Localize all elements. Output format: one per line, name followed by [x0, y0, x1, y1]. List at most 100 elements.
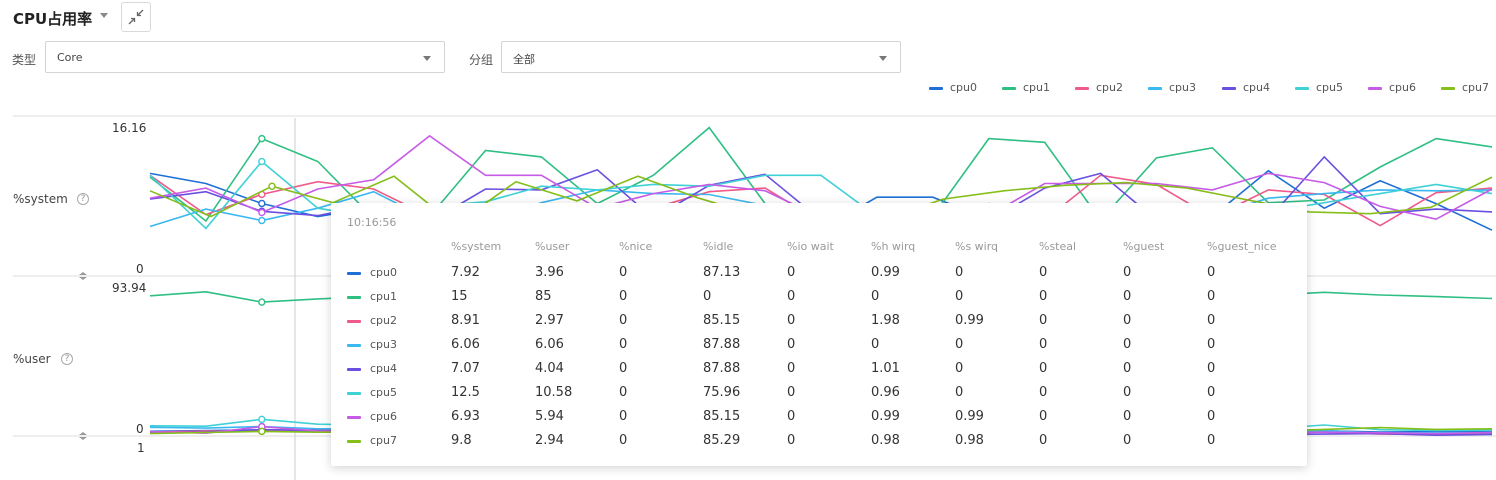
tooltip-cell: 85.29: [703, 433, 741, 448]
tooltip-cell: 0.99: [871, 409, 900, 424]
tooltip-column-header: %h wirq: [871, 240, 916, 253]
tooltip-cell: 0: [1039, 265, 1048, 280]
tooltip-cell: 15: [451, 289, 468, 304]
type-select[interactable]: Core: [45, 41, 445, 73]
tooltip-cell: 0: [1123, 361, 1132, 376]
type-select-value: Core: [57, 51, 83, 64]
hover-point-cpu1: [258, 298, 266, 306]
tooltip-cell: 0: [787, 385, 796, 400]
tooltip-cell: 0: [1039, 337, 1048, 352]
tooltip-row: cpu7 9.8 2.94 0 85.29 0 0.98 0.98 0 0 0: [331, 431, 1307, 455]
tooltip-cell: 0: [787, 313, 796, 328]
tooltip-cell: 0.99: [871, 265, 900, 280]
tooltip-series-name: cpu5: [370, 386, 398, 399]
tooltip-cell: 0: [955, 337, 964, 352]
tooltip-series-swatch: [347, 416, 361, 419]
tooltip-cell: 2.94: [535, 433, 564, 448]
legend-swatch: [1441, 87, 1455, 90]
tooltip-row: cpu1 15 85 0 0 0 0 0 0 0 0: [331, 287, 1307, 311]
tooltip-cell: 0: [1039, 409, 1048, 424]
tooltip-cell: 1.98: [871, 313, 900, 328]
tooltip-cell: 0: [619, 361, 628, 376]
hover-point-cpu5: [258, 157, 266, 166]
legend-swatch: [1075, 87, 1089, 90]
chart-tooltip: 10:16:56 %system %user %nice %idle %io wait%…: [331, 203, 1307, 466]
tooltip-cell: 0: [619, 265, 628, 280]
tooltip-timestamp: 10:16:56: [347, 216, 397, 229]
tooltip-cell: 7.07: [451, 361, 480, 376]
tooltip-cell: 0.96: [871, 385, 900, 400]
tooltip-series-swatch: [347, 440, 361, 443]
tooltip-column-header: %user: [535, 240, 570, 253]
hover-point-cpu0: [258, 199, 266, 208]
tooltip-cell: 0: [1207, 361, 1216, 376]
hover-point-cpu5: [258, 415, 266, 424]
tooltip-cell: 0: [619, 433, 628, 448]
tooltip-cell: 0: [619, 289, 628, 304]
legend-label: cpu6: [1389, 81, 1417, 94]
tooltip-cell: 85.15: [703, 409, 741, 424]
tooltip-cell: 0: [1207, 337, 1216, 352]
tooltip-cell: 0: [1039, 385, 1048, 400]
tooltip-cell: 0: [1207, 409, 1216, 424]
tooltip-cell: 0: [1207, 433, 1216, 448]
tooltip-cell: 0: [787, 361, 796, 376]
tooltip-series-name: cpu6: [370, 410, 398, 423]
tooltip-cell: 87.13: [703, 265, 741, 280]
tooltip-cell: 12.5: [451, 385, 480, 400]
tooltip-cell: 0: [787, 265, 796, 280]
tooltip-cell: 0: [703, 289, 712, 304]
tooltip-series-name: cpu1: [370, 290, 398, 303]
tooltip-cell: 0: [871, 337, 880, 352]
page-title: CPU占用率: [13, 10, 93, 28]
tooltip-cell: 0.99: [955, 409, 984, 424]
tooltip-cell: 0: [619, 337, 628, 352]
help-icon[interactable]: ?: [61, 353, 73, 365]
tooltip-cell: 0: [955, 289, 964, 304]
tooltip-cell: 0: [955, 385, 964, 400]
tooltip-cell: 0.98: [955, 433, 984, 448]
tooltip-cell: 0: [619, 313, 628, 328]
tooltip-column-header: %guest_nice: [1207, 240, 1277, 253]
tooltip-cell: 0: [1123, 313, 1132, 328]
tooltip-cell: 2.97: [535, 313, 564, 328]
tooltip-cell: 0: [1039, 289, 1048, 304]
group-select[interactable]: 全部: [501, 41, 901, 73]
tooltip-cell: 85: [535, 289, 552, 304]
tooltip-row: cpu2 8.91 2.97 0 85.15 0 1.98 0.99 0 0 0: [331, 311, 1307, 335]
chevron-down-icon: [423, 56, 431, 61]
tooltip-cell: 6.06: [535, 337, 564, 352]
tooltip-series-name: cpu4: [370, 362, 398, 375]
tooltip-row: cpu5 12.5 10.58 0 75.96 0 0.96 0 0 0 0: [331, 383, 1307, 407]
legend-swatch: [1295, 87, 1309, 90]
tooltip-cell: 5.94: [535, 409, 564, 424]
help-icon[interactable]: ?: [77, 193, 89, 205]
hover-point-cpu3: [258, 216, 266, 225]
hover-point-cpu7: [258, 427, 266, 436]
tooltip-series-swatch: [347, 320, 361, 323]
legend-swatch: [1222, 87, 1236, 90]
tooltip-cell: 87.88: [703, 337, 741, 352]
tooltip-column-header: %system: [451, 240, 502, 253]
panel-resize-handle-icon[interactable]: [78, 431, 88, 441]
tooltip-cell: 0: [619, 385, 628, 400]
tooltip-cell: 0: [1123, 409, 1132, 424]
user-ymax-tick: 93.94: [112, 281, 147, 295]
panel-resize-handle-icon[interactable]: [78, 271, 88, 281]
user-ymin-tick: 0: [136, 422, 144, 436]
legend-label: cpu1: [1023, 81, 1051, 94]
collapse-button[interactable]: [121, 2, 151, 32]
tooltip-cell: 0: [1207, 289, 1216, 304]
tooltip-cell: 0: [955, 361, 964, 376]
group-select-value: 全部: [513, 53, 535, 66]
tooltip-cell: 87.88: [703, 361, 741, 376]
title-dropdown-caret-icon[interactable]: [100, 13, 108, 18]
tooltip-series-name: cpu0: [370, 266, 398, 279]
legend-label: cpu4: [1243, 81, 1271, 94]
tooltip-row: cpu0 7.92 3.96 0 87.13 0 0.99 0 0 0 0: [331, 263, 1307, 287]
system-panel-label: %system: [13, 192, 68, 206]
tooltip-series-name: cpu2: [370, 314, 398, 327]
system-ymax-tick: 16.16: [112, 121, 147, 135]
tooltip-series-name: cpu3: [370, 338, 398, 351]
tooltip-cell: 7.92: [451, 265, 480, 280]
